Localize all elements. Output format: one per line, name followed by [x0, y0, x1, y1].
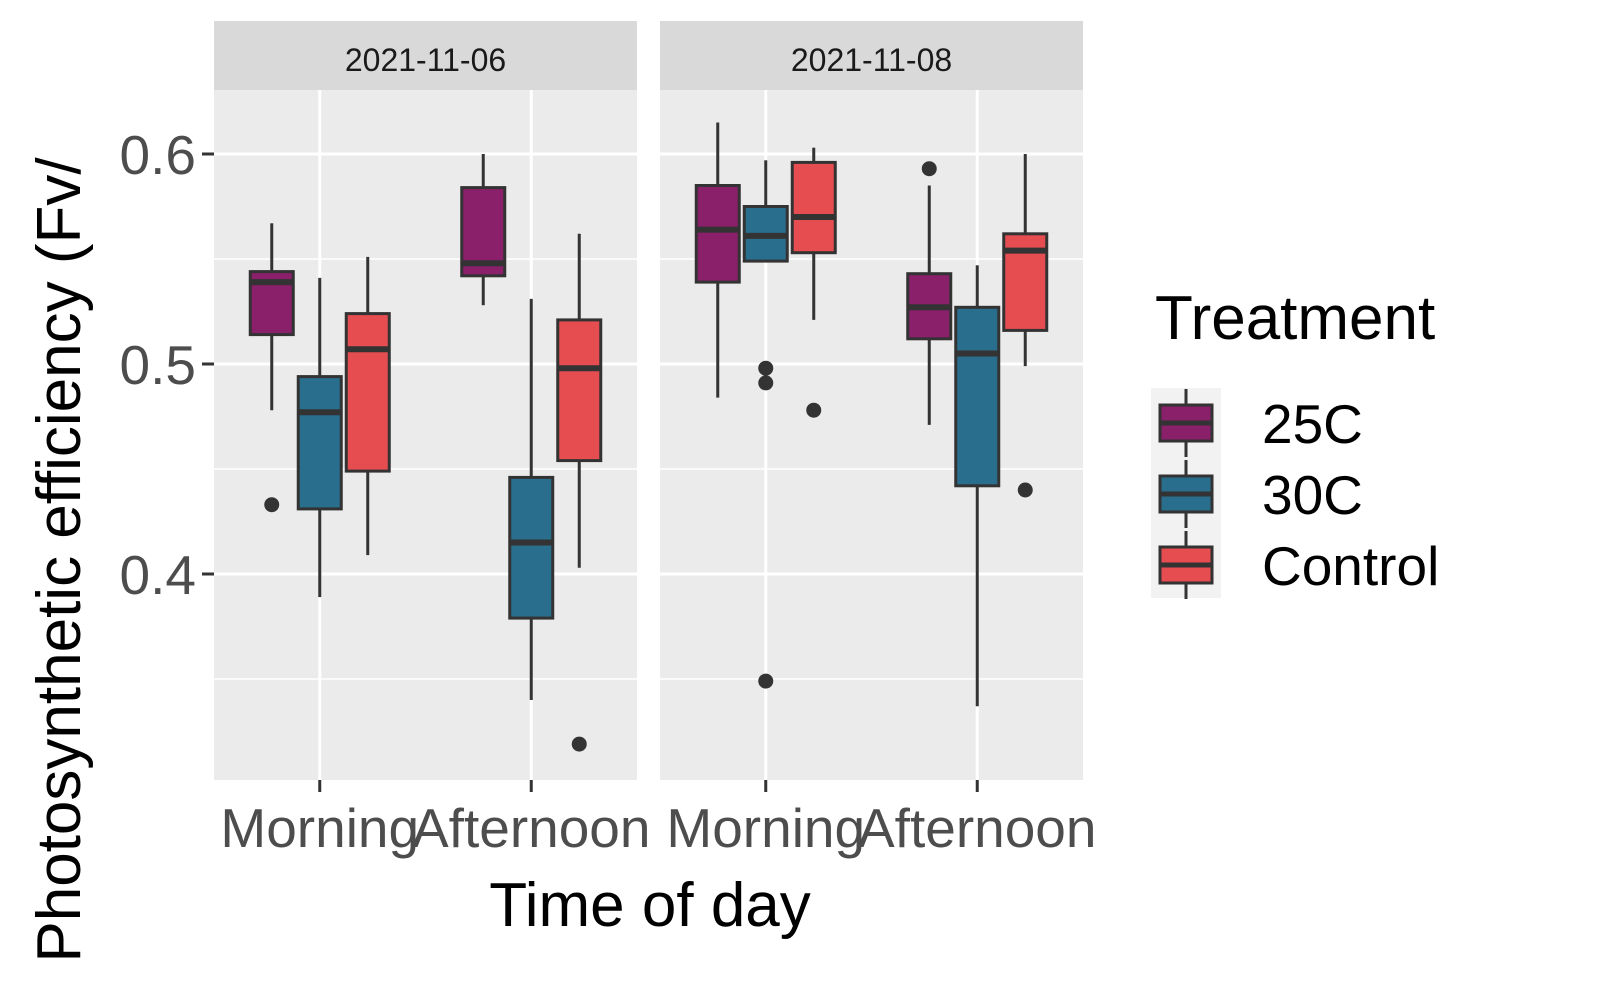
box-iqr: [508, 475, 555, 620]
panels-layer: 2021-11-06MorningAfternoon2021-11-08Morn…: [214, 21, 1097, 859]
facet-strip-label: 2021-11-06: [345, 42, 506, 78]
y-tick-label: 0.4: [120, 544, 196, 606]
x-tick-label: Afternoon: [412, 797, 651, 859]
box-afternoon-control: [556, 233, 603, 752]
box-morning-control: [790, 147, 837, 418]
x-tick-label: Morning: [666, 797, 865, 859]
legend-item-label: 30C: [1262, 464, 1363, 526]
box-afternoon-25c: [906, 161, 953, 425]
legend-item-30c: 30C: [1158, 460, 1363, 528]
legend-item-label: 25C: [1262, 393, 1363, 455]
box-iqr: [954, 305, 1001, 488]
x-tick-label: Morning: [220, 797, 419, 859]
y-axis-label: Photosynthetic efficiency (Fv/: [25, 157, 94, 963]
x-axis-label: Time of day: [489, 871, 811, 940]
outlier-point: [758, 375, 774, 391]
box-morning-30c: [296, 277, 343, 598]
outlier-point: [1017, 482, 1033, 498]
box-afternoon-30c: [954, 265, 1001, 707]
legend-items: 25C 30C Control: [1158, 389, 1439, 599]
facet-strip: [214, 21, 637, 90]
outlier-point: [921, 161, 937, 177]
x-tick-label: Afternoon: [858, 797, 1097, 859]
box-morning-25c: [248, 223, 295, 513]
outlier-point: [758, 673, 774, 689]
outlier-point: [571, 736, 587, 752]
legend-item-control: Control: [1158, 531, 1439, 599]
box-afternoon-30c: [508, 298, 555, 700]
y-tick-label: 0.6: [120, 124, 196, 186]
legend-title: Treatment: [1155, 284, 1435, 353]
outlier-point: [758, 360, 774, 376]
legend-item-label: Control: [1262, 535, 1439, 597]
legend: Treatment 25C 30C Control: [1151, 284, 1439, 599]
box-morning-30c: [742, 160, 789, 689]
box-iqr: [694, 184, 741, 284]
box-morning-control: [344, 256, 391, 556]
outlier-point: [806, 402, 822, 418]
legend-item-25c: 25C: [1158, 389, 1363, 457]
box-morning-25c: [694, 122, 741, 398]
box-iqr: [296, 375, 343, 511]
facet-strip: [660, 21, 1083, 90]
box-iqr: [556, 318, 603, 463]
box-afternoon-25c: [460, 154, 507, 306]
facet-strip-label: 2021-11-08: [791, 42, 952, 78]
outlier-point: [264, 497, 280, 513]
y-axis: 0.4 0.5 0.6: [120, 124, 214, 606]
box-iqr: [344, 312, 391, 473]
box-afternoon-control: [1002, 154, 1049, 498]
y-tick-label: 0.5: [120, 334, 196, 396]
box-iqr: [790, 160, 837, 255]
